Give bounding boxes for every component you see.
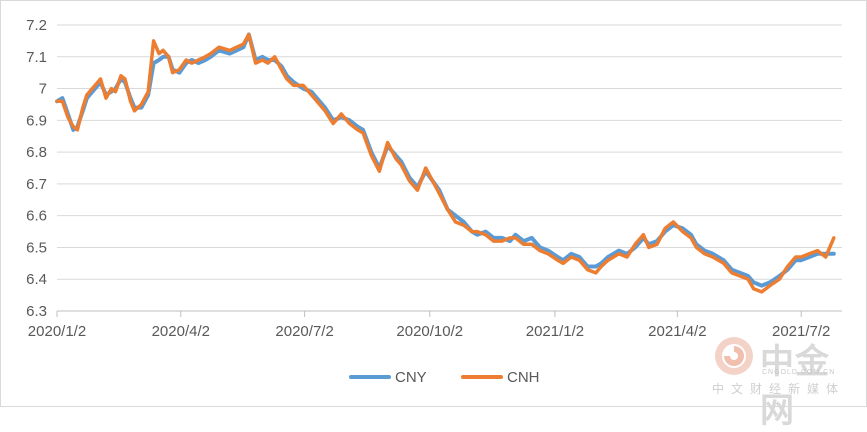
watermark-domain: CNGOLD.COM.CN <box>762 369 836 376</box>
x-tick-label: 2021/1/2 <box>526 323 584 340</box>
x-tick-label: 2020/4/2 <box>152 323 210 340</box>
watermark-tagline: 中文财经新媒体 <box>712 382 846 396</box>
series-line-cnh <box>55 32 836 294</box>
x-tick-label: 2020/1/2 <box>28 323 86 340</box>
y-tick-label: 7.1 <box>26 49 47 66</box>
chart-frame: 6.3 6.4 6.5 6.6 6.7 6.8 6.9 7 7.1 7.2 2020/1/2 2020… <box>0 0 867 407</box>
y-tick-label: 6.5 <box>26 239 47 256</box>
cngold-logo-icon <box>715 337 753 375</box>
x-tick-label: 2021/4/2 <box>648 323 706 340</box>
legend-label-cny: CNY <box>395 369 427 386</box>
y-tick-label: 6.4 <box>26 271 47 288</box>
y-tick-label: 7.2 <box>26 17 47 34</box>
y-tick-label: 6.9 <box>26 112 47 129</box>
legend-label-cnh: CNH <box>507 369 540 386</box>
line-chart: 6.3 6.4 6.5 6.6 6.7 6.8 6.9 7 7.1 7.2 2020/1/2 2020… <box>26 17 842 386</box>
x-tick-label: 2021/7/2 <box>772 323 830 340</box>
watermark: 中金网 CNGOLD.COM.CN 中文财经新媒体 <box>706 332 864 431</box>
y-tick-label: 7 <box>39 81 47 98</box>
x-tick-label: 2020/10/2 <box>396 323 463 340</box>
x-tick-label: 2020/7/2 <box>275 323 333 340</box>
y-tick-label: 6.6 <box>26 208 47 225</box>
y-tick-label: 6.7 <box>26 176 47 193</box>
y-tick-label: 6.8 <box>26 144 47 161</box>
y-tick-label: 6.3 <box>26 303 47 320</box>
